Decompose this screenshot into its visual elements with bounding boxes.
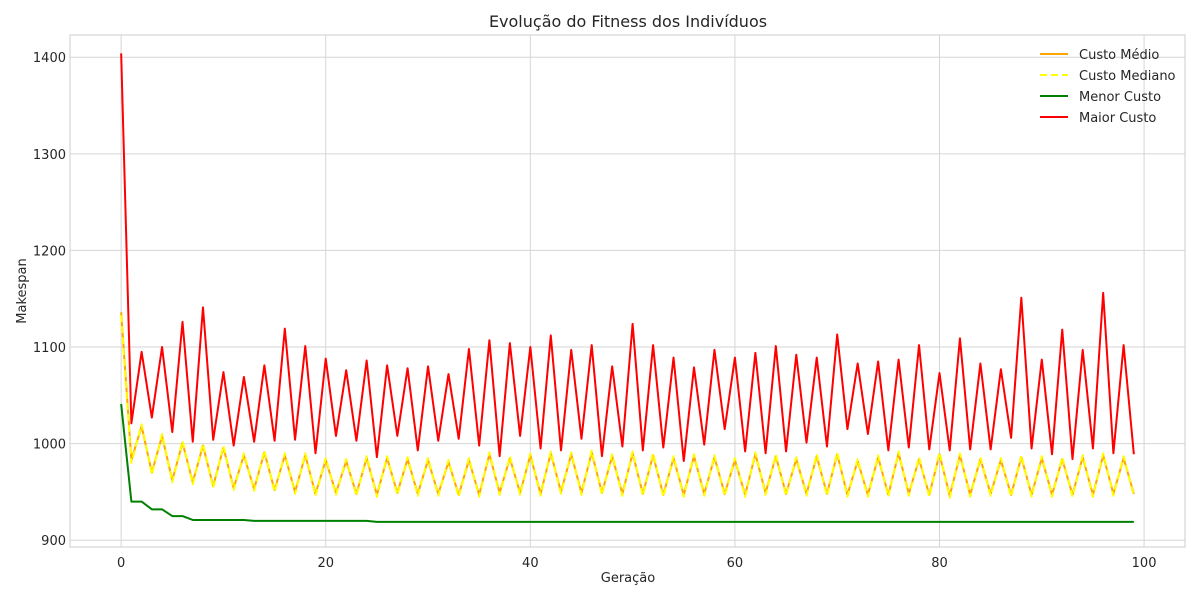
y-tick-label: 1100 — [33, 341, 66, 356]
y-axis-label: Makespan — [15, 258, 30, 323]
legend-label: Custo Médio — [1079, 48, 1159, 63]
series-lines — [120, 53, 1135, 523]
y-tick-label: 1300 — [33, 148, 66, 163]
x-tick-label: 100 — [1132, 556, 1157, 571]
x-tick-label: 80 — [931, 556, 948, 571]
y-tick-label: 900 — [41, 534, 66, 549]
series-line-menor-custo — [120, 403, 1134, 523]
y-axis-ticks: 900 1000 1100 1200 1300 1400 — [33, 51, 66, 549]
x-axis-label: Geração — [601, 571, 655, 586]
x-tick-label: 20 — [317, 556, 334, 571]
x-tick-label: 0 — [117, 556, 125, 571]
grid-lines — [70, 35, 1185, 547]
chart-title: Evolução do Fitness dos Indivíduos — [489, 12, 767, 31]
x-axis-ticks: 0 20 40 60 80 100 — [117, 556, 1156, 571]
x-tick-label: 40 — [522, 556, 539, 571]
y-tick-label: 1000 — [33, 438, 66, 453]
series-line-maior-custo — [120, 53, 1135, 463]
legend: Custo Médio Custo Mediano Menor Custo Maior… — [1040, 48, 1176, 126]
plot-area — [69, 34, 1186, 548]
x-tick-label: 60 — [727, 556, 744, 571]
legend-label: Custo Mediano — [1079, 69, 1176, 84]
y-tick-label: 1200 — [33, 244, 66, 259]
series-line-custo-mediano — [120, 315, 1135, 499]
y-tick-label: 1400 — [33, 51, 66, 66]
legend-label: Maior Custo — [1079, 111, 1156, 126]
legend-label: Menor Custo — [1079, 90, 1161, 105]
series-line-custo-m-dio — [120, 312, 1135, 497]
